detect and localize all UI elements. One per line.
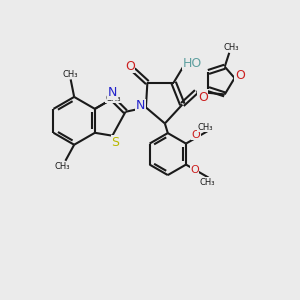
Text: O: O (125, 60, 135, 73)
Text: O: O (198, 91, 208, 104)
Text: HO: HO (183, 57, 202, 70)
Text: CH₃: CH₃ (63, 70, 78, 79)
Text: N: N (136, 100, 146, 112)
Text: O: O (235, 69, 245, 82)
Text: O: O (190, 165, 199, 175)
Text: CH₃: CH₃ (106, 94, 121, 103)
Text: CH₃: CH₃ (200, 178, 215, 187)
Text: N: N (108, 86, 117, 99)
Text: CH₃: CH₃ (197, 123, 213, 132)
Text: O: O (191, 130, 200, 140)
Text: CH₃: CH₃ (54, 162, 70, 171)
Text: S: S (111, 136, 119, 148)
Text: CH₃: CH₃ (223, 43, 239, 52)
